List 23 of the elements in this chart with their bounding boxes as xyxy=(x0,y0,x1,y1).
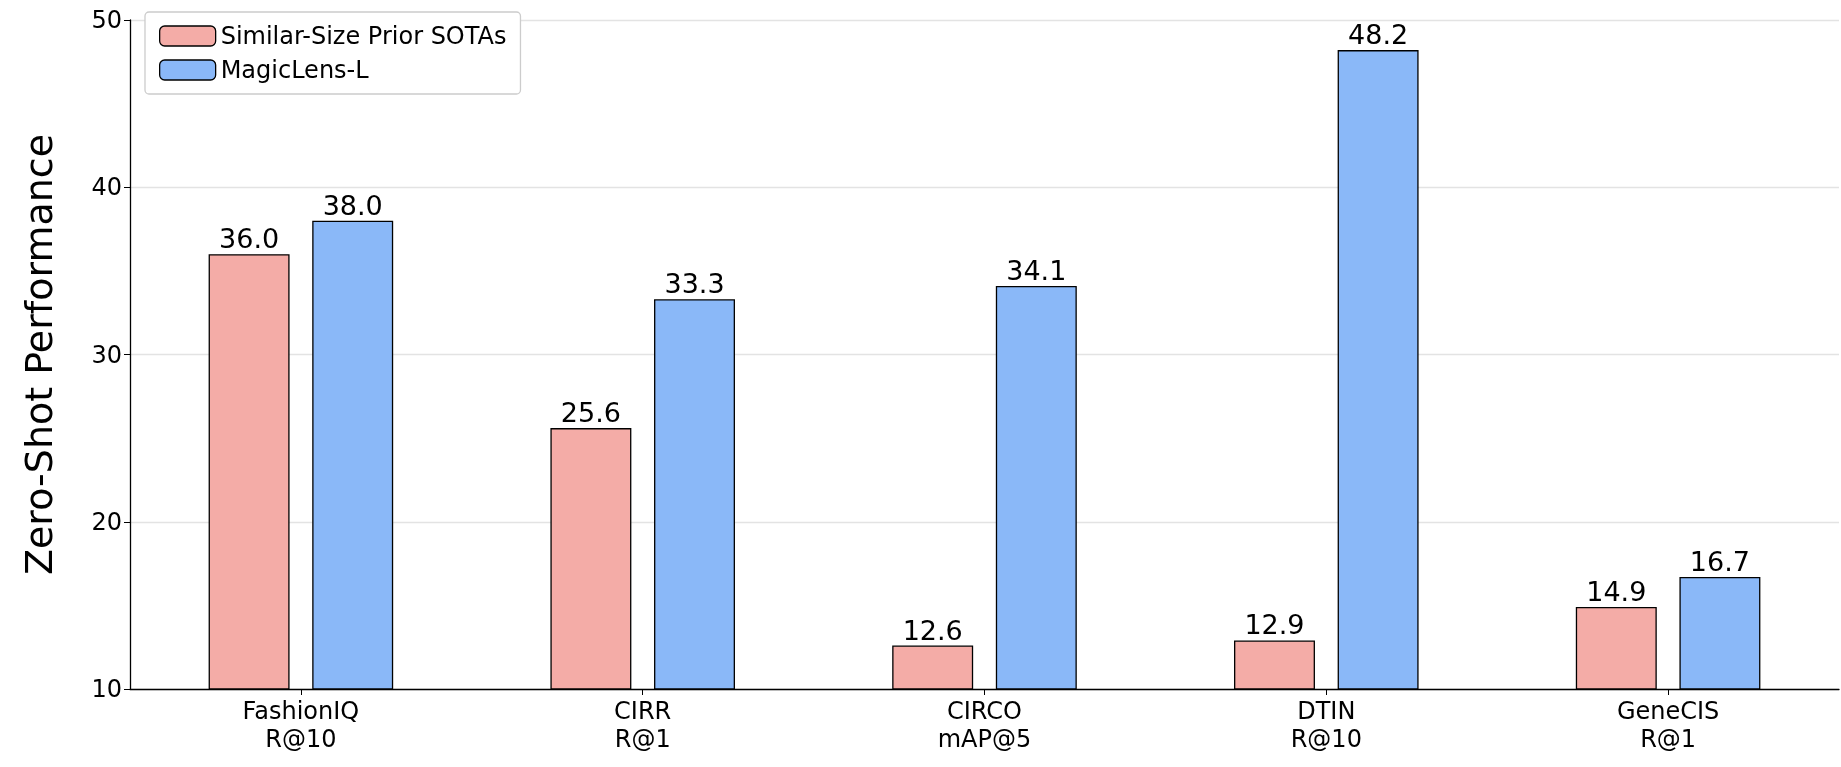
data-label: 48.2 xyxy=(1348,19,1409,51)
data-label: 14.9 xyxy=(1586,576,1647,608)
y-tick-label: 30 xyxy=(91,340,122,369)
legend-label: MagicLens-L xyxy=(220,56,370,84)
x-tick-label: FashionIQ R@10 xyxy=(242,697,360,753)
data-label: 38.0 xyxy=(322,189,383,221)
data-label: 16.7 xyxy=(1689,545,1750,577)
x-tick-label: DTIN R@10 xyxy=(1290,697,1362,753)
data-label: 12.9 xyxy=(1244,609,1305,641)
legend-label: Similar-Size Prior SOTAs xyxy=(220,22,507,50)
y-axis-title: Zero-Shot Performance xyxy=(17,133,61,576)
y-tick-label: 50 xyxy=(91,6,122,34)
x-tick-label: CIRR R@1 xyxy=(614,697,672,753)
x-tick-label: GeneCIS R@1 xyxy=(1616,697,1720,753)
y-tick-label: 20 xyxy=(91,507,122,536)
y-tick-label: 40 xyxy=(91,173,122,202)
data-label: 12.6 xyxy=(902,614,963,646)
data-label: 25.6 xyxy=(560,397,621,429)
data-label: 34.1 xyxy=(1006,254,1067,286)
data-label: 36.0 xyxy=(219,223,280,255)
data-label: 33.3 xyxy=(664,268,725,300)
x-tick-label: CIRCO mAP@5 xyxy=(937,697,1032,753)
y-tick-label: 10 xyxy=(91,675,122,703)
